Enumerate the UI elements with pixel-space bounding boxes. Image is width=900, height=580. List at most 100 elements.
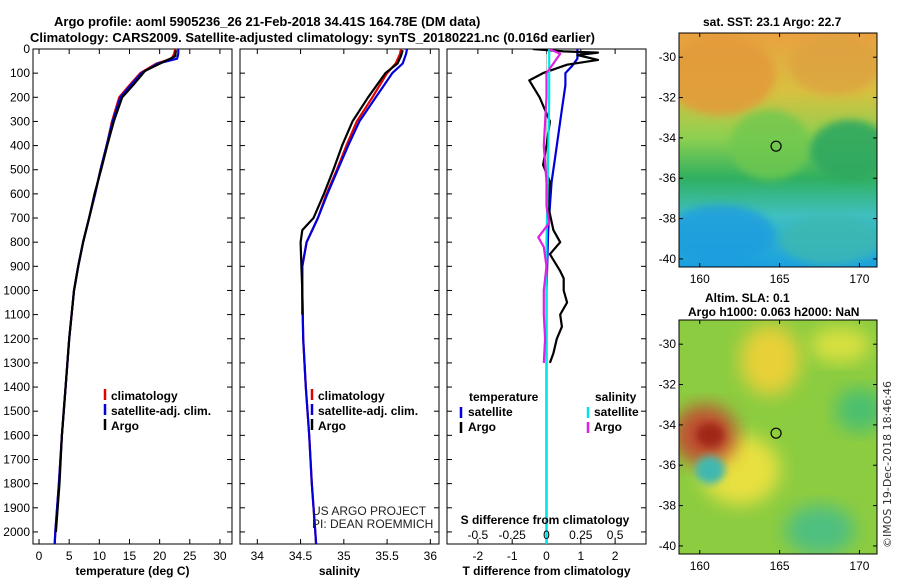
legend-label: climatology: [111, 389, 178, 403]
x2-tick-label: -0.5: [468, 528, 489, 542]
x-tick-label: 35: [337, 549, 351, 563]
x-tick-label: 5: [66, 549, 73, 563]
y-tick-label: 300: [10, 114, 30, 128]
lat-tick-label: -30: [659, 337, 677, 351]
plot-frame: [32, 48, 233, 545]
salinity-panel: 34 34.5 35 35.5 36 salinity climatologysatelli…: [239, 48, 440, 578]
lat-tick-label: -36: [659, 458, 677, 472]
x-tick-label: 15: [123, 549, 137, 563]
series-line-t-satellite: [545, 49, 579, 544]
y-tick-label: 0: [23, 42, 30, 56]
y-tick-label: 1300: [3, 356, 30, 370]
sst-map: sat. SST: 23.1 Argo: 22.7 -30 -32 -34 -36 -3…: [659, 15, 878, 286]
x2-tick-label: 0.25: [569, 528, 593, 542]
legend-label: satellite-adj. clim.: [318, 404, 418, 418]
legend-label: Argo: [468, 420, 496, 434]
lat-tick-label: -40: [659, 539, 677, 553]
title-line-2: Climatology: CARS2009. Satellite-adjuste…: [30, 30, 595, 45]
series-line-argo: [299, 49, 404, 315]
legend-t-title: temperature: [469, 390, 539, 404]
y-tick-label: 1900: [3, 501, 30, 515]
y-tick-label: 1200: [3, 332, 30, 346]
series-line-s-argo: [537, 49, 562, 363]
series-line-s-satellite: [545, 49, 551, 544]
legend-label: Argo: [318, 419, 346, 433]
lon-tick-label: 160: [690, 559, 710, 573]
y-tick-label: 1700: [3, 452, 30, 466]
lat-tick-label: -32: [659, 91, 677, 105]
series-group: [299, 49, 409, 544]
x-tick-label: 35.5: [375, 549, 399, 563]
x2-tick-label: 0: [543, 528, 550, 542]
y-tick-label: 1100: [4, 308, 30, 322]
lon-tick-label: 170: [849, 272, 869, 286]
sla-map-title-1: Altim. SLA: 0.1: [705, 291, 790, 305]
series-group: [53, 49, 180, 544]
x-tick-label: -1: [507, 549, 518, 563]
y-tick-label: 800: [10, 235, 30, 249]
y-tick-label: 1600: [3, 428, 30, 442]
y-tick-label: 1400: [3, 380, 30, 394]
lat-tick-label: -40: [659, 252, 677, 266]
series-line-t-argo: [528, 49, 600, 364]
x-tick-label: 20: [153, 549, 167, 563]
y-tick-label: 700: [10, 211, 30, 225]
y-tick-label: 100: [10, 66, 30, 80]
plot-frame: [239, 48, 440, 545]
sst-map-title: sat. SST: 23.1 Argo: 22.7: [703, 15, 842, 29]
x-axis-label: temperature (deg C): [75, 564, 189, 578]
x2-tick-label: 0.5: [607, 528, 624, 542]
lat-tick-label: -36: [659, 171, 677, 185]
sla-map: Altim. SLA: 0.1 Argo h1000: 0.063 h2000:…: [659, 291, 878, 573]
lon-tick-label: 160: [690, 272, 710, 286]
annotation-text: PI: DEAN ROEMMICH: [312, 517, 433, 531]
x-tick-label: 36: [424, 549, 438, 563]
credit-text: ©IMOS 19-Dec-2018 18:46:46: [881, 381, 894, 548]
x-tick-label: 0: [543, 549, 550, 563]
x2-axis-label: S difference from climatology: [461, 513, 630, 527]
y-tick-label: 600: [10, 187, 30, 201]
legend-label: Argo: [111, 419, 139, 433]
series-group: [528, 49, 600, 544]
lon-tick-label: 165: [770, 559, 790, 573]
legend-label: satellite: [468, 405, 513, 419]
y-tick-label: 2000: [3, 525, 30, 539]
x-tick-label: 2: [612, 549, 619, 563]
y-tick-label: 1000: [3, 283, 30, 297]
y-tick-label: 900: [10, 259, 30, 273]
sla-map-title-2: Argo h1000: 0.063 h2000: NaN: [688, 305, 859, 319]
y-tick-label: 200: [10, 90, 30, 104]
y-tick-label: 1800: [3, 477, 30, 491]
temperature-panel: 0 5 10 15 20 25 30 temperature (deg C) 0 100 200 30…: [3, 42, 233, 578]
title-line-1: Argo profile: aoml 5905236_26 21-Feb-201…: [54, 14, 480, 29]
x-tick-label: 0: [36, 549, 43, 563]
x-tick-label: 25: [183, 549, 197, 563]
lat-tick-label: -34: [659, 131, 677, 145]
x-tick-label: 34: [251, 549, 265, 563]
y-tick-label: 500: [10, 163, 30, 177]
legend-label: satellite-adj. clim.: [111, 404, 211, 418]
lat-tick-label: -38: [659, 212, 677, 226]
lat-tick-label: -38: [659, 499, 677, 513]
legend-label: satellite: [594, 405, 639, 419]
x-tick-label: 10: [93, 549, 107, 563]
x-axis-label: salinity: [319, 564, 361, 578]
x-axis-label: T difference from climatology: [462, 564, 630, 578]
difference-panel: -2 -1 0 1 2T difference from climatology temp…: [446, 48, 647, 578]
series-line-satellite-adj-clim-: [301, 49, 409, 544]
annotation-text: US ARGO PROJECT: [312, 504, 427, 518]
x-tick-label: 1: [577, 549, 584, 563]
lat-tick-label: -32: [659, 378, 677, 392]
lat-tick-label: -30: [659, 50, 677, 64]
float-position-marker: [770, 427, 782, 439]
lon-tick-label: 165: [770, 272, 790, 286]
lon-tick-label: 170: [849, 559, 869, 573]
x-tick-label: -2: [473, 549, 484, 563]
y-tick-label: 400: [10, 139, 30, 153]
x2-tick-label: -0.25: [499, 528, 527, 542]
x-tick-label: 30: [213, 549, 227, 563]
legend-label: Argo: [594, 420, 622, 434]
y-tick-label: 1500: [3, 404, 30, 418]
legend-label: climatology: [318, 389, 385, 403]
